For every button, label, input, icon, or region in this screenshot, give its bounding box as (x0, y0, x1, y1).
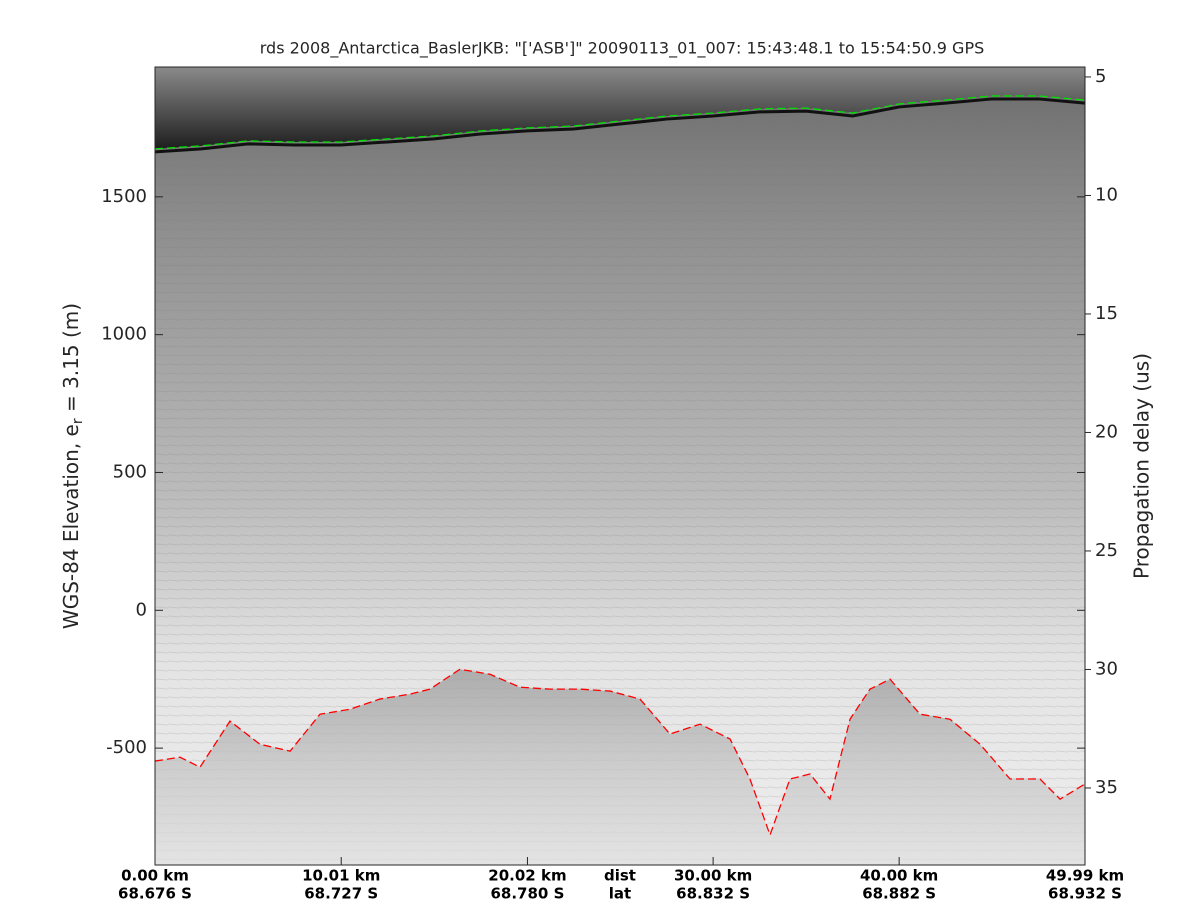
y-tick-label: 1000 (101, 324, 147, 345)
x-tick-label-lat: 68.882 S (862, 885, 936, 900)
x-tick-label: 0.00 km (121, 867, 189, 885)
y2-axis-label: Propagation delay (us) (1130, 353, 1154, 579)
y-tick-label: 500 (113, 461, 147, 482)
x-tick-label: 40.00 km (860, 867, 938, 885)
y2-tick-label: 35 (1095, 777, 1118, 798)
x-tick-label: 49.99 km (1046, 867, 1124, 885)
x-tick-label-lat: 68.676 S (118, 885, 192, 900)
y-axis-label: WGS-84 Elevation, er = 3.15 (m) (59, 303, 87, 629)
chart-title: rds 2008_Antarctica_BaslerJKB: "['ASB']"… (260, 39, 985, 59)
bedrock-region (155, 669, 1085, 865)
plot-area (155, 67, 1085, 865)
x-tick-label-lat: 68.727 S (304, 885, 378, 900)
x-tick-label: 20.02 km (488, 867, 566, 885)
picked-line (155, 668, 1085, 837)
y-label-part: = 3.15 (m) (59, 303, 83, 418)
y2-tick-label: 30 (1095, 658, 1118, 679)
x-tick-label-lat: 68.932 S (1048, 885, 1122, 900)
y2-tick-label: 20 (1095, 421, 1118, 442)
y-tick-label: 1500 (101, 186, 147, 207)
y2-tick-label: 5 (1095, 66, 1106, 87)
y2-tick-label: 25 (1095, 540, 1118, 561)
plot-frame (154, 66, 1086, 866)
x-tick-label: 10.01 km (302, 867, 380, 885)
x-tick-label: 30.00 km (674, 867, 752, 885)
x-tick-label-lat: 68.832 S (676, 885, 750, 900)
y-tick-label: -500 (106, 737, 147, 758)
y-tick-label: 0 (136, 599, 147, 620)
air-region (155, 67, 1085, 149)
x-tick-label-lat: 68.780 S (490, 885, 564, 900)
surface-echo (155, 97, 1085, 154)
y2-tick-label: 10 (1095, 184, 1118, 205)
y-label-part: WGS-84 Elevation, e (59, 424, 83, 629)
x-axis-label: dist (604, 867, 636, 885)
y-label-subscript: r (70, 418, 86, 424)
x-axis-label: lat (609, 885, 631, 900)
y2-tick-label: 15 (1095, 303, 1118, 324)
